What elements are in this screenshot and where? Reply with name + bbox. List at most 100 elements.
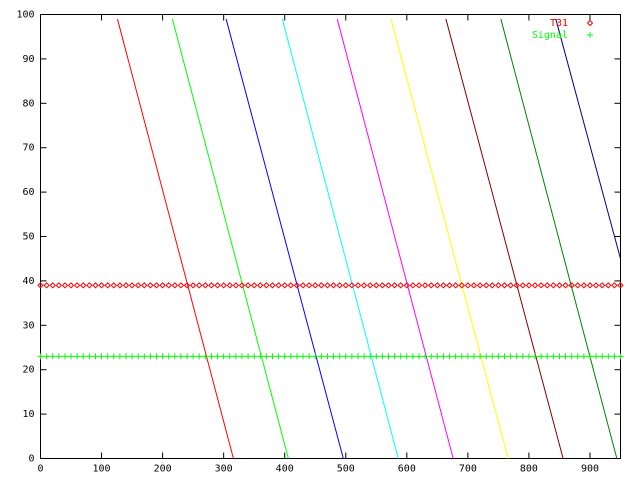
point xyxy=(232,282,240,289)
x-tick-label: 600 xyxy=(398,464,416,475)
point xyxy=(184,353,191,360)
point xyxy=(330,353,337,360)
point xyxy=(208,282,215,289)
point xyxy=(562,353,569,360)
line-segment xyxy=(225,18,344,459)
point xyxy=(305,282,313,289)
point xyxy=(74,353,81,360)
point xyxy=(214,353,221,360)
point xyxy=(67,282,75,289)
point xyxy=(177,282,185,289)
point xyxy=(147,353,154,360)
point xyxy=(434,353,441,360)
point xyxy=(440,282,447,289)
point xyxy=(422,353,429,360)
point xyxy=(80,353,87,360)
point xyxy=(251,353,258,360)
point xyxy=(403,353,410,360)
point xyxy=(226,282,233,289)
point xyxy=(507,282,514,289)
y-tick-label: 40 xyxy=(22,276,34,287)
x-tick-label: 900 xyxy=(581,464,599,475)
point xyxy=(532,353,539,360)
x-tick-label: 800 xyxy=(520,464,538,475)
point xyxy=(214,282,221,289)
point xyxy=(208,353,215,360)
point xyxy=(617,282,624,289)
point xyxy=(171,282,179,289)
point xyxy=(428,282,435,289)
point xyxy=(379,353,386,360)
point xyxy=(574,282,581,289)
point xyxy=(324,282,331,289)
point xyxy=(189,282,197,289)
point xyxy=(495,282,502,289)
point xyxy=(287,282,295,289)
point xyxy=(385,282,392,289)
point xyxy=(196,353,203,360)
point xyxy=(245,353,252,360)
point xyxy=(92,282,99,289)
point xyxy=(275,282,282,289)
point xyxy=(49,282,56,289)
x-tick-label: 200 xyxy=(154,464,172,475)
point xyxy=(98,282,105,289)
point xyxy=(415,282,423,289)
point xyxy=(86,353,93,360)
point xyxy=(519,353,526,360)
point xyxy=(440,353,447,360)
point xyxy=(525,282,533,289)
point xyxy=(318,282,325,289)
point xyxy=(281,353,288,360)
point xyxy=(379,282,386,289)
point xyxy=(110,353,117,360)
point xyxy=(409,353,416,360)
point xyxy=(116,282,124,289)
point xyxy=(238,282,246,289)
line-segment xyxy=(336,18,454,459)
point xyxy=(501,282,508,289)
point xyxy=(458,282,465,289)
point xyxy=(599,353,606,360)
point xyxy=(165,282,172,289)
point xyxy=(464,282,472,289)
point xyxy=(348,353,355,360)
point xyxy=(538,353,545,360)
plot-frame xyxy=(40,14,621,459)
point xyxy=(416,353,423,360)
point xyxy=(482,282,490,289)
point xyxy=(183,282,191,289)
point xyxy=(556,282,563,289)
point xyxy=(428,353,435,360)
x-tick-label: 300 xyxy=(215,464,233,475)
point xyxy=(531,282,539,289)
y-tick-label: 30 xyxy=(22,320,34,331)
point xyxy=(141,282,148,289)
point xyxy=(128,282,136,289)
point xyxy=(43,282,50,289)
point xyxy=(122,282,130,289)
point xyxy=(586,353,593,360)
point xyxy=(61,282,69,289)
point xyxy=(299,282,307,289)
point xyxy=(550,353,557,360)
point xyxy=(452,353,459,360)
point xyxy=(232,353,239,360)
x-tick-label: 700 xyxy=(459,464,477,475)
y-tick-label: 0 xyxy=(28,454,34,465)
point xyxy=(434,282,441,289)
point xyxy=(73,282,81,289)
point xyxy=(135,353,142,360)
point xyxy=(361,353,368,360)
point xyxy=(98,353,105,360)
point xyxy=(68,353,75,360)
point xyxy=(318,353,325,360)
point xyxy=(202,353,209,360)
line-segment xyxy=(555,18,621,259)
point xyxy=(92,353,99,360)
point xyxy=(544,282,551,289)
point xyxy=(586,282,594,289)
point xyxy=(470,353,477,360)
y-tick-label: 50 xyxy=(22,232,34,243)
point xyxy=(550,282,557,289)
